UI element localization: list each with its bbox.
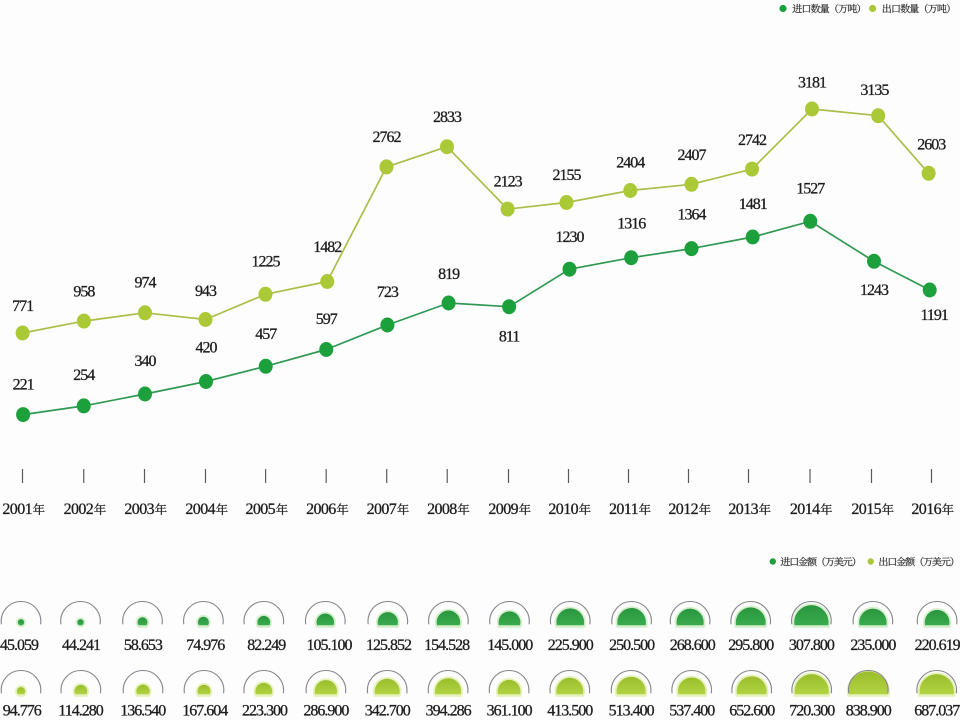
svg-text:220.619: 220.619 <box>915 637 960 654</box>
svg-text:943: 943 <box>195 283 217 300</box>
svg-text:1191: 1191 <box>920 307 948 324</box>
svg-text:838.900: 838.900 <box>846 702 892 719</box>
svg-text:2002: 2002 <box>64 501 94 518</box>
svg-text:45.059: 45.059 <box>0 637 39 654</box>
svg-text:167.604: 167.604 <box>182 702 228 719</box>
svg-text:235.000: 235.000 <box>850 637 896 654</box>
svg-text:250.500: 250.500 <box>609 637 655 654</box>
svg-text:307.800: 307.800 <box>789 637 835 654</box>
svg-text:145.000: 145.000 <box>487 637 533 654</box>
svg-text:2006: 2006 <box>306 501 336 518</box>
svg-text:2005: 2005 <box>245 501 275 518</box>
svg-text:2742: 2742 <box>738 132 767 149</box>
svg-text:44.241: 44.241 <box>62 637 101 654</box>
svg-text:537.400: 537.400 <box>669 702 715 719</box>
svg-text:1527: 1527 <box>796 180 825 197</box>
svg-text:1482: 1482 <box>313 239 342 256</box>
svg-text:2007: 2007 <box>367 501 397 518</box>
svg-text:811: 811 <box>499 329 520 346</box>
svg-text:1243: 1243 <box>860 282 889 299</box>
svg-text:652.600: 652.600 <box>729 702 775 719</box>
svg-text:2404: 2404 <box>616 155 645 172</box>
svg-text:3181: 3181 <box>798 75 827 92</box>
svg-text:2123: 2123 <box>494 174 523 191</box>
svg-text:720.300: 720.300 <box>789 702 835 719</box>
svg-text:2001: 2001 <box>2 501 32 518</box>
svg-text:394.286: 394.286 <box>426 702 472 719</box>
svg-text:114.280: 114.280 <box>58 702 103 719</box>
svg-text:221: 221 <box>13 376 35 393</box>
svg-text:2010: 2010 <box>548 501 578 518</box>
svg-text:2014: 2014 <box>790 501 820 518</box>
svg-text:136.540: 136.540 <box>120 702 166 719</box>
svg-text:2155: 2155 <box>553 167 582 184</box>
svg-text:2833: 2833 <box>433 109 462 126</box>
svg-text:94.776: 94.776 <box>3 702 42 719</box>
svg-text:74.976: 74.976 <box>186 637 225 654</box>
svg-text:2004: 2004 <box>185 501 215 518</box>
svg-text:105.100: 105.100 <box>307 637 353 654</box>
svg-text:225.900: 225.900 <box>548 637 594 654</box>
svg-text:2012: 2012 <box>668 501 698 518</box>
svg-text:958: 958 <box>73 284 95 301</box>
svg-text:2008: 2008 <box>427 501 457 518</box>
svg-text:2015: 2015 <box>851 501 881 518</box>
svg-text:82.249: 82.249 <box>247 637 286 654</box>
svg-text:340: 340 <box>135 353 157 370</box>
svg-text:2603: 2603 <box>917 137 946 154</box>
svg-text:2011: 2011 <box>609 501 639 518</box>
svg-text:413.500: 413.500 <box>547 702 593 719</box>
svg-text:2016: 2016 <box>911 501 941 518</box>
svg-text:223.300: 223.300 <box>242 702 288 719</box>
svg-text:1481: 1481 <box>739 196 768 213</box>
svg-text:974: 974 <box>135 275 157 292</box>
svg-text:771: 771 <box>12 298 34 315</box>
svg-text:2003: 2003 <box>124 501 154 518</box>
svg-text:1316: 1316 <box>617 216 646 233</box>
svg-text:723: 723 <box>377 284 399 301</box>
svg-text:1230: 1230 <box>556 229 585 246</box>
svg-text:125.852: 125.852 <box>366 637 412 654</box>
svg-text:361.100: 361.100 <box>487 702 533 719</box>
svg-text:268.600: 268.600 <box>670 637 716 654</box>
svg-text:2013: 2013 <box>728 501 758 518</box>
svg-text:286.900: 286.900 <box>303 702 349 719</box>
svg-text:2407: 2407 <box>678 147 707 164</box>
svg-text:597: 597 <box>316 311 338 328</box>
svg-text:58.653: 58.653 <box>124 637 163 654</box>
svg-text:420: 420 <box>196 340 218 357</box>
svg-text:3135: 3135 <box>860 82 889 99</box>
svg-text:154.528: 154.528 <box>424 637 470 654</box>
svg-text:687.037: 687.037 <box>914 702 960 719</box>
svg-text:254: 254 <box>73 367 95 384</box>
svg-text:1364: 1364 <box>678 207 707 224</box>
svg-text:342.700: 342.700 <box>365 702 411 719</box>
svg-text:2762: 2762 <box>373 129 402 146</box>
svg-text:513.400: 513.400 <box>609 702 655 719</box>
svg-text:295.800: 295.800 <box>728 637 774 654</box>
svg-text:2009: 2009 <box>488 501 518 518</box>
svg-text:1225: 1225 <box>252 254 281 271</box>
svg-text:819: 819 <box>438 266 460 283</box>
svg-text:457: 457 <box>255 326 277 343</box>
